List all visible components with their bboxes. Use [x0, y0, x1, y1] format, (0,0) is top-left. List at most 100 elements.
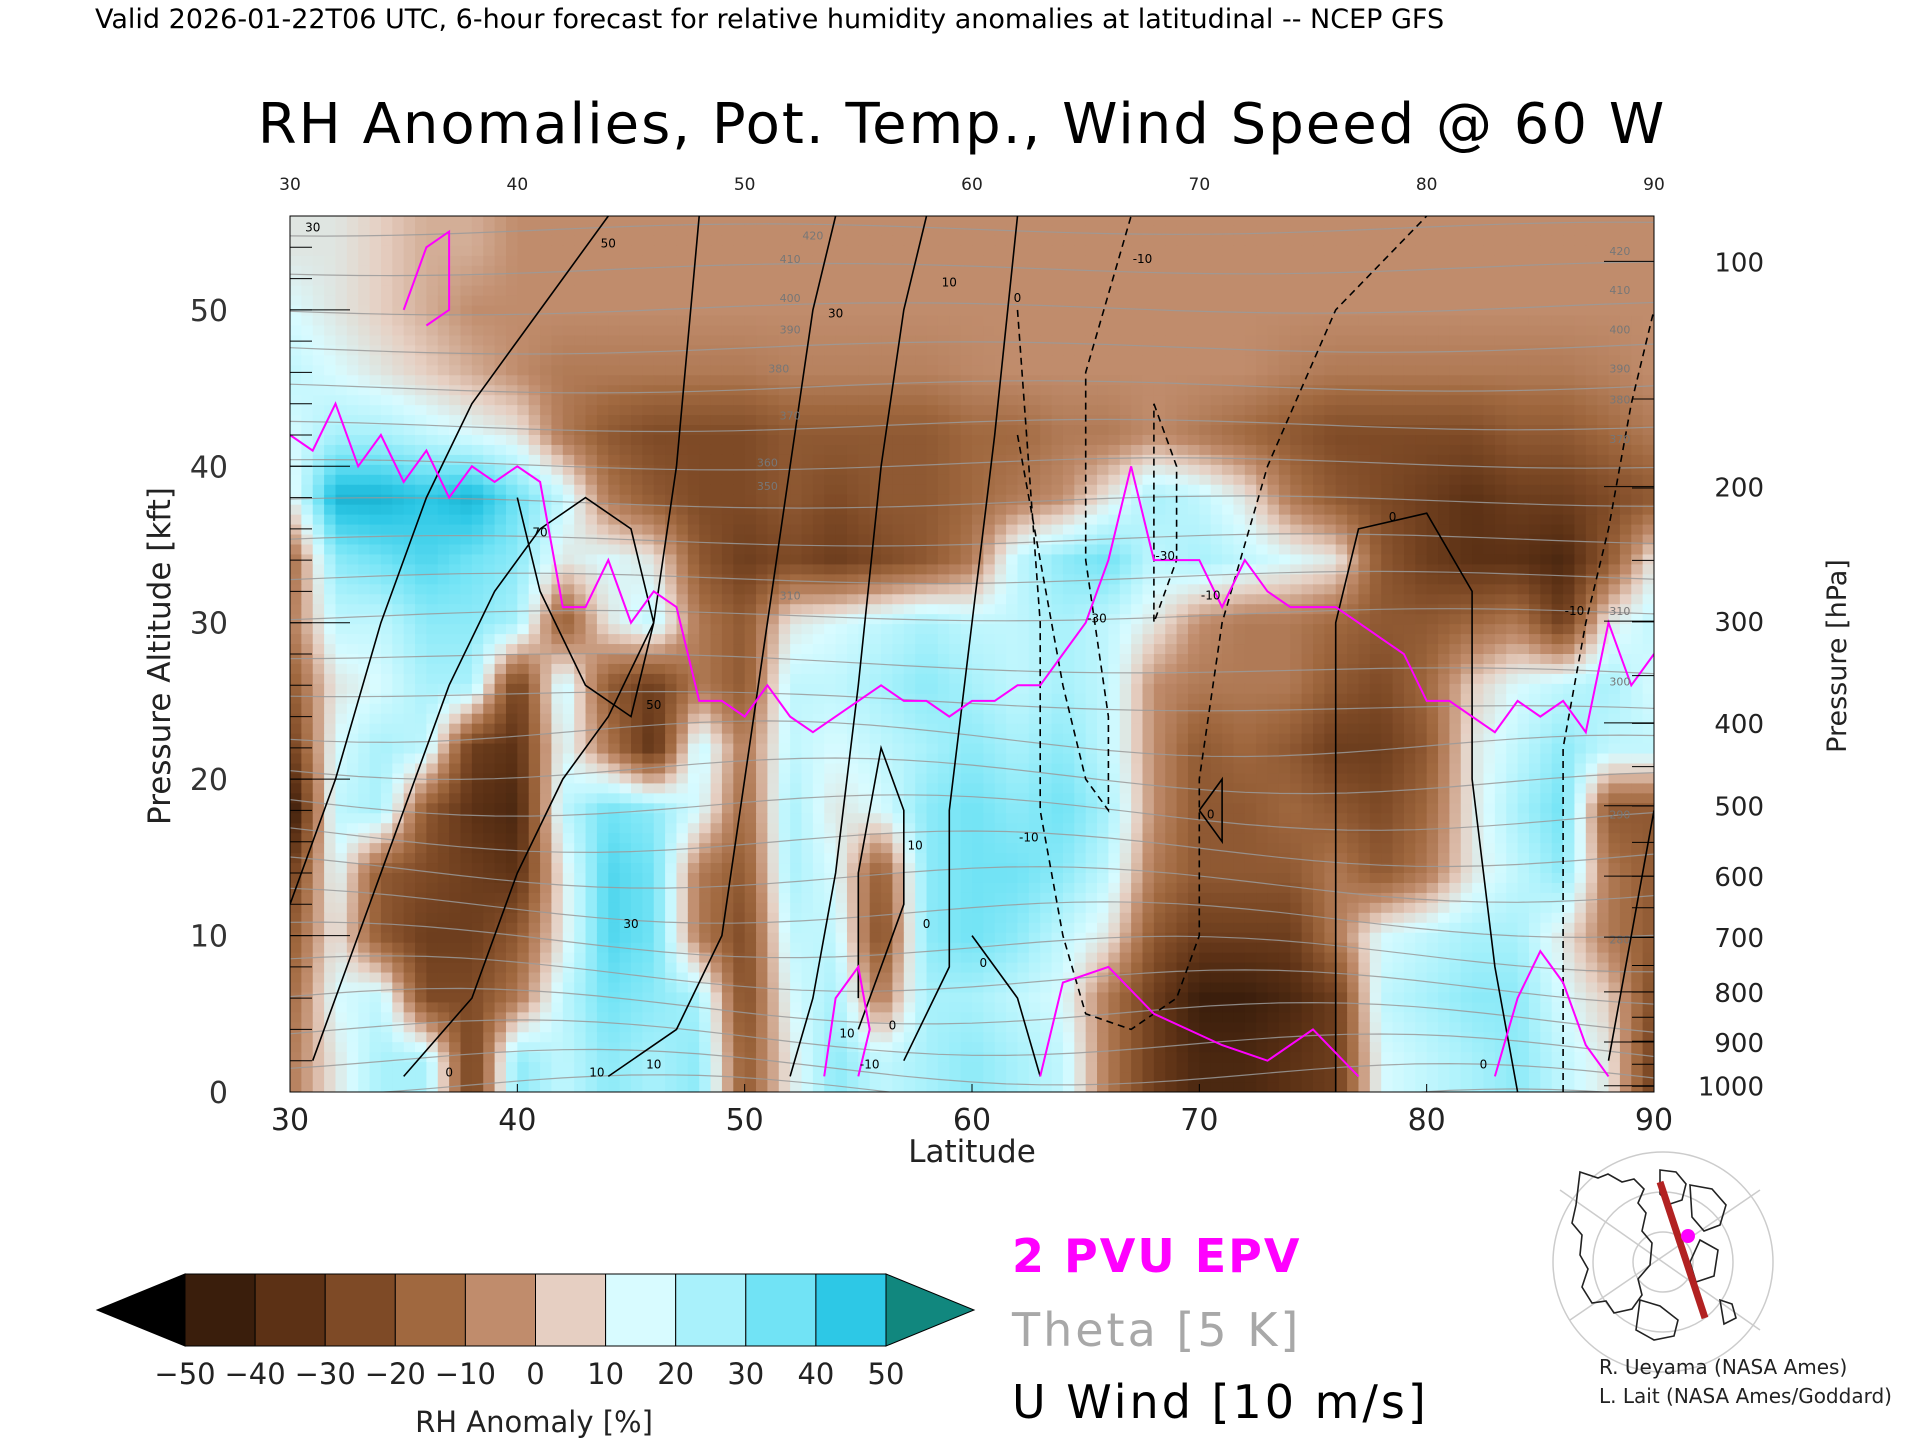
locator-map: [1552, 1151, 1774, 1373]
x-axis-label: Latitude: [908, 1134, 1036, 1170]
u-wind-contour-label: 30: [305, 221, 320, 235]
colorbar-tick-label: 50: [868, 1357, 905, 1391]
u-wind-contour: [1562, 309, 1654, 1092]
theta-contour: [290, 921, 1654, 973]
u-wind-contour: [1198, 776, 1223, 845]
y-tick-label: 10: [190, 920, 228, 955]
theta-contour: [290, 794, 1654, 831]
colorbar-tick-label: 20: [657, 1357, 694, 1391]
u-wind-contour-label: 0: [980, 956, 988, 970]
x-top-tick-label: 50: [734, 175, 756, 195]
x-top-tick-label: 30: [279, 175, 301, 195]
u-wind-contour-label: 0: [923, 917, 931, 931]
y-tick-label: 20: [190, 763, 228, 798]
colorbar-swatch: [324, 1273, 396, 1347]
theta-contour: [290, 533, 1654, 547]
colorbar-tick-label: 30: [727, 1357, 764, 1391]
valid-line: Valid 2026-01-22T06 UTC, 6-hour forecast…: [95, 4, 1444, 35]
map-meridian: [1559, 1189, 1761, 1331]
theta-contour: [290, 457, 1654, 471]
u-wind-contour: [789, 216, 928, 1077]
theta-contour-labels: 4204104003903803703603503104204104003903…: [757, 229, 1631, 946]
u-wind-contour-label: -10: [860, 1058, 880, 1072]
colorbar: −50 −40 −30 −20 −10 0 10 20 30 40 50: [95, 1273, 976, 1391]
theta-contour-label: 400: [780, 292, 801, 305]
pressure-tick-label: 500: [1714, 793, 1764, 823]
x-top-tick-label: 80: [1416, 175, 1438, 195]
u-wind-contour-label: 10: [646, 1058, 661, 1072]
u-wind-contour: [903, 216, 1019, 1062]
epv-2pvu-line: [290, 229, 1654, 1078]
u-wind-contour: [311, 496, 655, 1061]
theta-contour-label: 380: [1609, 394, 1630, 407]
u-wind-contour-label: 10: [839, 1026, 854, 1040]
colorbar-swatch: [605, 1273, 677, 1347]
theta-contour: [290, 418, 1654, 433]
map-section-line: [1656, 1180, 1709, 1320]
u-wind-contour-label: 0: [1207, 807, 1215, 821]
theta-contour-label: 390: [780, 323, 801, 336]
theta-contour: [290, 757, 1654, 795]
theta-contour-label: 390: [1609, 362, 1630, 375]
u-wind-contour-label: 0: [1389, 510, 1397, 524]
u-wind-contour-label: -10: [1019, 831, 1039, 845]
legend-theta: Theta [5 K]: [1011, 1303, 1301, 1357]
pressure-tick-label: 400: [1714, 710, 1764, 740]
theta-contour-label: 370: [780, 409, 801, 422]
u-wind-contour: [857, 744, 905, 1030]
u-wind-contour: [1016, 216, 1428, 1031]
colorbar-tick-label: 0: [526, 1357, 544, 1391]
theta-contour-label: 300: [1609, 675, 1630, 688]
map-latitude-ring-inner: [1632, 1231, 1694, 1293]
u-wind-contour-label: -10: [1565, 604, 1585, 618]
u-wind-contour-label: -30: [1087, 612, 1107, 626]
pressure-tick-label: 700: [1714, 924, 1764, 954]
epv-line-path: [290, 401, 1654, 735]
u-wind-contour-label: 10: [589, 1065, 604, 1079]
u-wind-contour-label: 50: [601, 236, 616, 250]
pressure-tick-label: 300: [1714, 608, 1764, 638]
theta-contour: [290, 341, 1654, 355]
u-wind-contour-label: 30: [623, 917, 638, 931]
epv-line-segment: [402, 229, 451, 327]
u-wind-contour-label: 0: [1480, 1058, 1488, 1072]
legend-epv: 2 PVU EPV: [1012, 1229, 1301, 1283]
x-tick-label: 90: [1635, 1103, 1673, 1138]
theta-contour-label: 410: [1609, 284, 1630, 297]
u-wind-contour-label: 30: [828, 307, 843, 321]
colorbar-swatch: [675, 1273, 747, 1347]
credit-2: L. Lait (NASA Ames/Goddard): [1599, 1384, 1892, 1408]
colorbar-high-arrow: [885, 1273, 976, 1347]
u-wind-contour-labels: 30 50 30 10 0 70 50 30 10 0 -10 -30 -10 -30 -10 0 0 -10 0 1…: [305, 221, 1584, 1080]
theta-contour-label: 420: [802, 229, 823, 242]
x-tick-label: 80: [1408, 1103, 1446, 1138]
u-wind-contour: [1607, 810, 1654, 1061]
theta-contour-label: 360: [757, 456, 778, 469]
plot-area: 4204104003903803703603503104204104003903…: [190, 175, 1764, 1138]
x-tick-label: 50: [726, 1103, 764, 1138]
theta-contour: [290, 570, 1654, 585]
colorbar-tick-label: −10: [435, 1357, 496, 1391]
colorbar-tick-label: −30: [295, 1357, 356, 1391]
map-coastlines: [1571, 1169, 1737, 1341]
theta-contour: [290, 261, 1654, 277]
map-meridian-2: [1569, 1189, 1761, 1321]
theta-contour: [290, 887, 1654, 939]
x-top-tick-label: 90: [1643, 175, 1665, 195]
epv-line-segment: [1493, 949, 1610, 1077]
theta-contour-label: 410: [780, 253, 801, 266]
epv-line-segment: [823, 964, 871, 1077]
y-axis-label: Pressure Altitude [kft]: [142, 487, 178, 825]
u-wind-contour-label: 0: [889, 1018, 897, 1032]
colorbar-tick-label: −20: [365, 1357, 426, 1391]
theta-contour-label: 310: [1609, 605, 1630, 618]
theta-contour: [290, 827, 1654, 868]
colorbar-label: RH Anomaly [%]: [415, 1405, 653, 1439]
y-tick-label: 50: [190, 294, 228, 329]
x-tick-label: 60: [953, 1103, 991, 1138]
colorbar-tick-label: 10: [587, 1357, 624, 1391]
pressure-tick-label: 200: [1714, 474, 1764, 504]
theta-contour: [290, 380, 1654, 394]
theta-contour: [290, 987, 1654, 1033]
